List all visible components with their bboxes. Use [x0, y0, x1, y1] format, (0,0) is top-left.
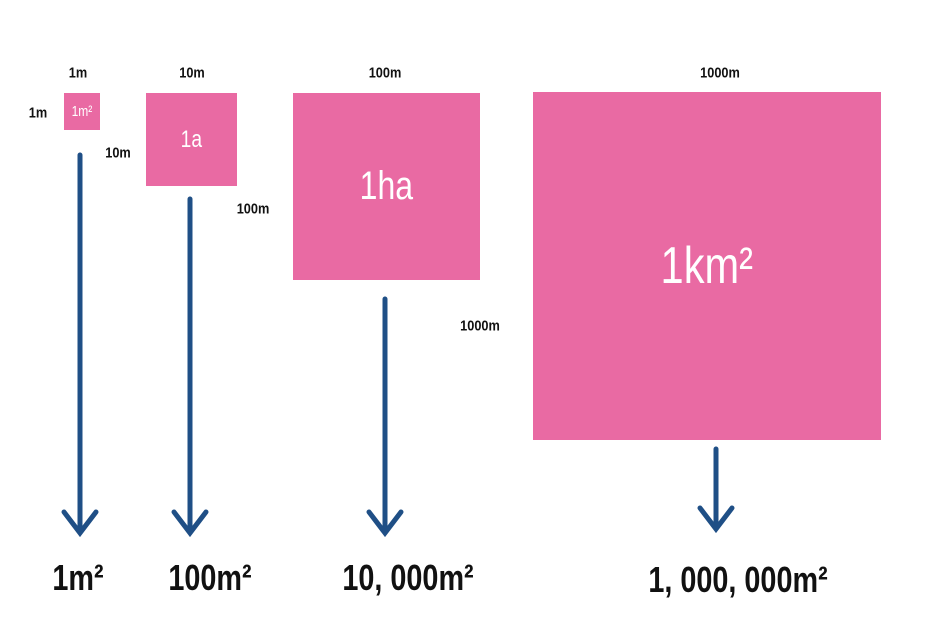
square-1m2: 1m² — [64, 93, 100, 130]
area-value-2: 100m² — [168, 557, 252, 598]
side-top-2: 10m — [179, 64, 205, 82]
arrow-3 — [366, 296, 404, 538]
square-1ha: 1ha — [293, 93, 480, 280]
area-value-3: 10, 000m² — [342, 557, 474, 598]
square-label: 1ha — [359, 164, 414, 208]
side-left-1: 1m — [28, 104, 48, 122]
arrow-4 — [697, 446, 735, 534]
side-top-4: 1000m — [700, 64, 740, 82]
side-top-1: 1m — [68, 64, 88, 82]
arrow-2 — [171, 196, 209, 538]
square-1a: 1a — [146, 93, 237, 186]
square-label: 1a — [180, 125, 203, 153]
area-value-4: 1, 000, 000m² — [648, 559, 828, 600]
square-1km2: 1km² — [533, 92, 881, 440]
arrow-1 — [61, 152, 99, 538]
square-label: 1km² — [660, 237, 754, 295]
side-left-2: 10m — [105, 144, 131, 162]
square-label: 1m² — [71, 103, 93, 120]
area-value-1: 1m² — [52, 557, 104, 598]
side-left-3: 100m — [236, 200, 270, 218]
side-left-4: 1000m — [460, 317, 500, 335]
side-top-3: 100m — [368, 64, 402, 82]
